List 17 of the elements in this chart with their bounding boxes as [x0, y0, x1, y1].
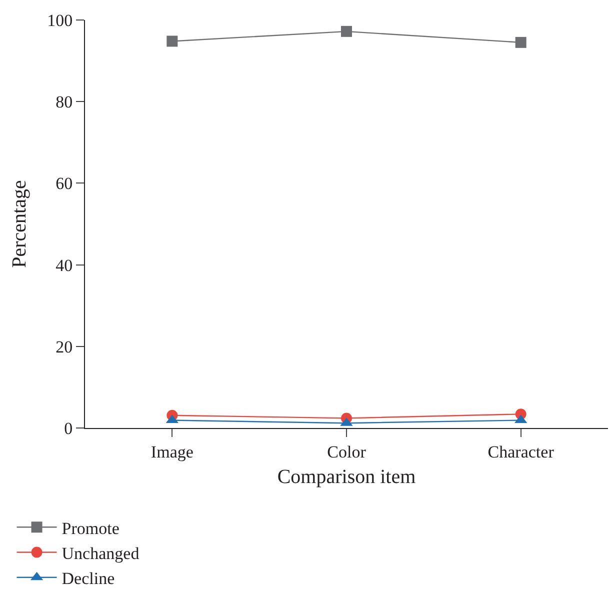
legend-label: Unchanged	[62, 544, 140, 563]
point	[341, 26, 352, 37]
point	[166, 36, 178, 47]
legend-label: Promote	[62, 518, 120, 538]
y-tick-label: 100	[47, 10, 73, 30]
y-tick-label: 80	[56, 92, 73, 112]
x-tick-label: Image	[150, 442, 194, 462]
x-axis-title: Comparison item	[277, 466, 416, 488]
x-tick-label: Color	[327, 442, 366, 462]
x-tick-label: Character	[488, 442, 554, 462]
point	[515, 36, 526, 48]
y-tick-label: 40	[56, 256, 73, 275]
y-tick-label: 60	[56, 174, 73, 194]
y-tick-label: 20	[56, 337, 73, 356]
y-axis-title: Percentage	[8, 180, 31, 268]
y-tick-label: 0	[64, 418, 73, 438]
legend-label: Decline	[62, 568, 115, 588]
